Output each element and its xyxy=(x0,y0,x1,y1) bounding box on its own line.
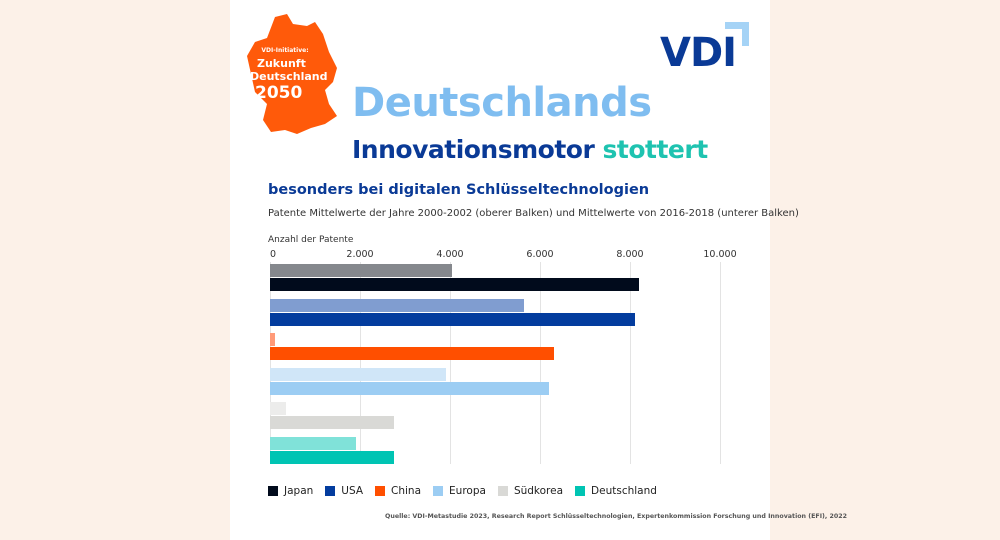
legend-swatch xyxy=(433,486,444,496)
legend-item-china: China xyxy=(375,485,421,497)
tick-label: 6.000 xyxy=(526,249,554,260)
legend-label: China xyxy=(391,485,422,497)
tick-label: 10.000 xyxy=(703,249,737,260)
gridline xyxy=(540,262,541,464)
bar-suedkorea-2000-2002 xyxy=(270,402,286,416)
badge-line2: Zukunft xyxy=(257,57,306,70)
bar-deutschland-2000-2002 xyxy=(270,437,356,450)
gridline xyxy=(450,262,451,464)
title-innovationsmotor: Innovationsmotor xyxy=(352,135,595,164)
bar-europa-2016-2018 xyxy=(270,381,549,395)
legend-label: Japan xyxy=(284,485,314,497)
bar-japan-2016-2018 xyxy=(270,278,639,291)
legend-item-usa: USA xyxy=(325,485,363,497)
tick-label: 4.000 xyxy=(436,249,464,260)
bar-deutschland-2016-2018 xyxy=(270,451,394,464)
bar-usa-2016-2018 xyxy=(270,312,635,326)
bar-japan-2000-2002 xyxy=(270,264,453,277)
legend-swatch xyxy=(575,486,586,496)
tick-label: 0 xyxy=(270,249,277,260)
badge-line4: 2050 xyxy=(255,83,302,103)
title-line1: Deutschlands xyxy=(352,80,652,126)
bar-china-2000-2002 xyxy=(270,333,275,347)
gridline xyxy=(270,262,271,464)
bar-china-2016-2018 xyxy=(270,347,554,361)
legend-label: USA xyxy=(341,485,364,497)
badge-line3: Deutschland xyxy=(250,70,327,83)
legend-item-deutschland: Deutschland xyxy=(575,485,657,497)
bar-usa-2000-2002 xyxy=(270,298,525,312)
germany-map-shape xyxy=(247,14,337,134)
gridline xyxy=(360,262,361,464)
legend-item-japan: Japan xyxy=(268,485,313,497)
legend-swatch xyxy=(268,486,278,496)
bar-europa-2000-2002 xyxy=(270,367,446,381)
bar-suedkorea-2016-2018 xyxy=(270,416,394,430)
chart-title: besonders bei digitalen Schlüsseltechnol… xyxy=(268,182,650,198)
germany-map-badge: VDI-Initiative: Zukunft Deutschland 2050 xyxy=(247,14,337,134)
legend-swatch xyxy=(325,486,336,496)
legend-swatch xyxy=(375,486,386,496)
title-stottert: stottert xyxy=(602,135,709,164)
axis-label: Anzahl der Patente xyxy=(268,235,354,245)
legend-item-europa: Europa xyxy=(433,485,486,497)
badge-line1: VDI-Initiative: xyxy=(261,47,308,54)
gridline xyxy=(720,262,721,464)
source-note: Quelle: VDI-Metastudie 2023, Research Re… xyxy=(385,513,848,520)
chart-subtitle: Patente Mittelwerte der Jahre 2000-2002 … xyxy=(268,208,799,219)
legend-swatch xyxy=(497,486,508,496)
vdi-logo: VDI xyxy=(660,30,737,76)
legend-label: Südkorea xyxy=(513,485,564,497)
tick-label: 8.000 xyxy=(616,249,644,260)
gridline xyxy=(630,262,631,464)
legend-label: Deutschland xyxy=(591,485,657,497)
legend-item-suedkorea: Südkorea xyxy=(497,485,564,497)
title-line2: Innovationsmotor stottert xyxy=(352,135,708,164)
legend: Japan USA China Europa Südkorea Deutschland xyxy=(268,485,657,497)
tick-label: 2.000 xyxy=(346,249,374,260)
legend-label: Europa xyxy=(449,485,486,497)
vdi-logo-corner-icon xyxy=(725,22,749,46)
